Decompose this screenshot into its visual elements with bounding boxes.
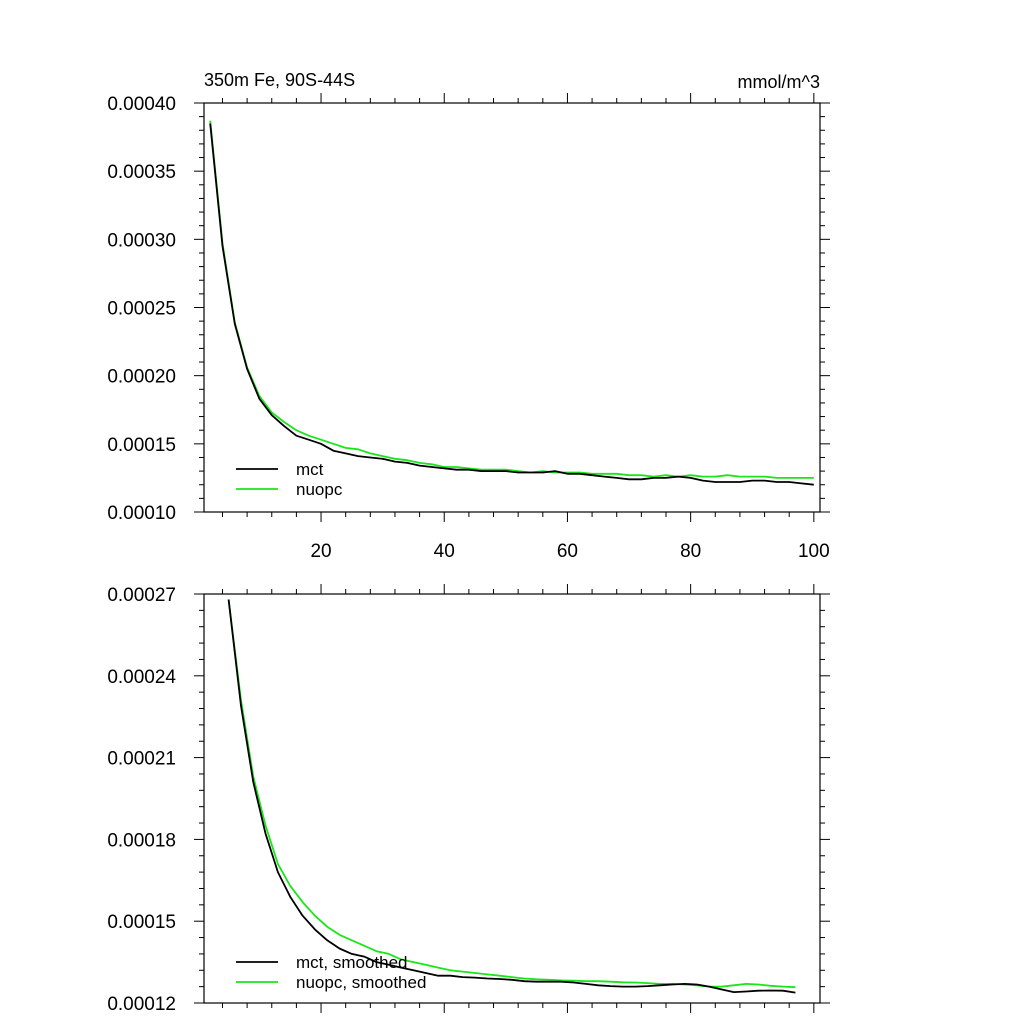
legend-label: mct, smoothed: [296, 953, 408, 972]
y-tick-label: 0.00012: [107, 994, 176, 1015]
plot-frame: [203, 593, 821, 1004]
x-tick-label: 80: [680, 541, 701, 562]
legend-label: mct: [296, 460, 324, 479]
y-tick-label: 0.00015: [107, 435, 176, 456]
series-line-nuopc: [209, 120, 814, 479]
y-tick-label: 0.00015: [107, 912, 176, 933]
y-tick-label: 0.00027: [107, 585, 176, 606]
y-tick-label: 0.00024: [107, 667, 176, 688]
x-tick-label: 100: [798, 541, 830, 562]
y-tick-label: 0.00021: [107, 749, 176, 770]
y-tick-label: 0.00020: [107, 367, 176, 388]
y-tick-label: 0.00040: [107, 94, 176, 115]
series-line-mct: [209, 123, 814, 486]
chart-title: 350m Fe, 90S-44S: [204, 70, 355, 90]
x-tick-label: 40: [434, 541, 455, 562]
x-tick-label: 20: [310, 541, 331, 562]
y-tick-label: 0.00010: [107, 503, 176, 524]
series-line-mct-smoothed: [227, 599, 796, 994]
units-label: mmol/m^3: [738, 72, 820, 92]
y-tick-label: 0.00025: [107, 299, 176, 320]
bottom-panel: 0.00012 0.00015 0.00018 0.00021 0.00024 0.000…: [107, 584, 830, 1015]
legend-label: nuopc, smoothed: [296, 973, 426, 992]
top-panel: 20 40 60 80 100 0.00010 0.00015 0.00020 0.00025 0…: [107, 70, 830, 562]
y-tick-label: 0.00018: [107, 830, 176, 851]
x-tick-label: 60: [557, 541, 578, 562]
y-tick-label: 0.00035: [107, 162, 176, 183]
y-tick-label: 0.00030: [107, 230, 176, 251]
legend-label: nuopc: [296, 480, 343, 499]
plot-frame: [203, 102, 821, 513]
